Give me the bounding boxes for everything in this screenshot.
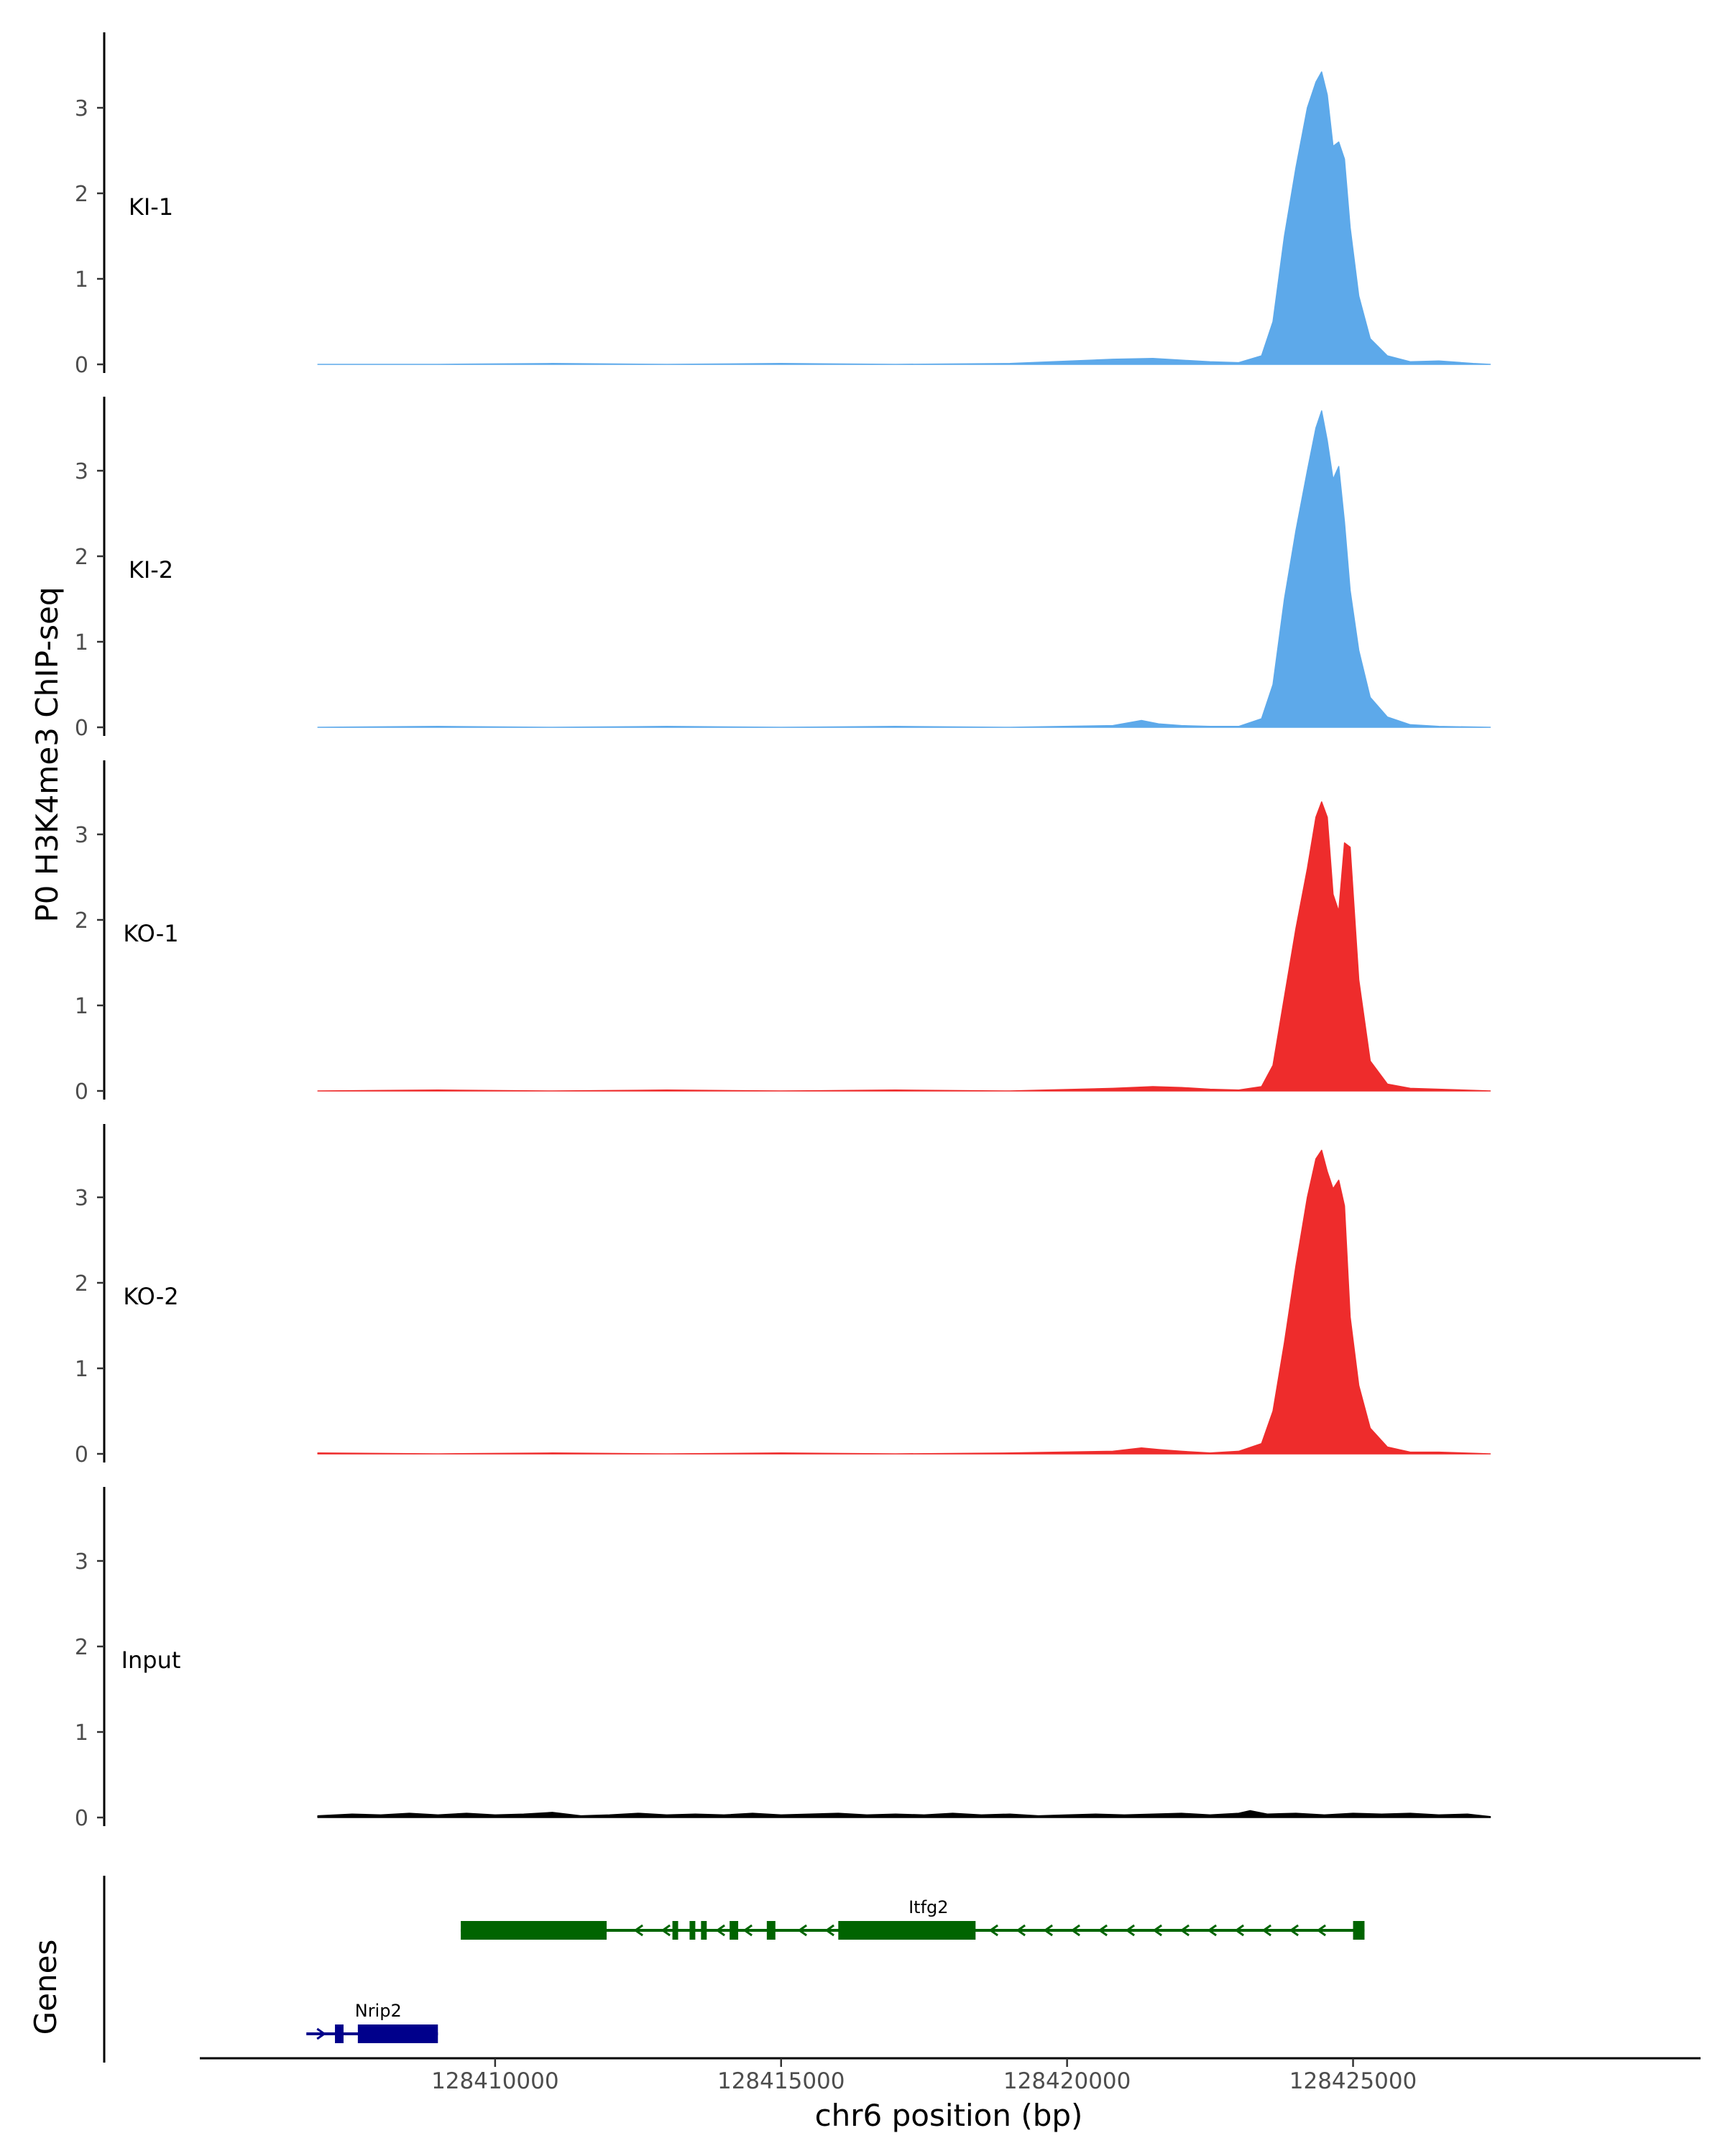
track-ko-1: 0 1 2 3 KO-1 [75, 760, 1491, 1105]
exon-block [701, 1921, 707, 1940]
strand-chevron [742, 1924, 753, 1937]
strand-chevron [1152, 1924, 1162, 1937]
exon-block [335, 2024, 344, 2043]
exon-block [461, 1921, 607, 1940]
y-tick-label: 2 [75, 1635, 88, 1660]
strand-chevron [797, 1924, 807, 1937]
y-tick-label: 3 [75, 459, 88, 484]
track-panels: 0 1 2 3 KI-1 0 1 2 3 KI-2 0 1 2 3 KO-1 0 1 2 3 KO-2 0 1 2 3 Inpu… [75, 32, 1491, 1831]
x-tick-label: 128415000 [717, 2068, 845, 2094]
gene-name-label: Nrip2 [355, 2001, 402, 2021]
track-ki-2: 0 1 2 3 KI-2 [75, 397, 1491, 741]
exon-block [838, 1921, 976, 1940]
track-ki-1: 0 1 2 3 KI-1 [75, 32, 1491, 378]
strand-chevron [1098, 1924, 1108, 1937]
x-tick-label: 128420000 [1003, 2068, 1131, 2094]
strand-chevron [1316, 1924, 1326, 1937]
y-tick-label: 3 [75, 1186, 88, 1211]
strand-chevron [316, 2027, 326, 2040]
y-tick-label: 2 [75, 182, 88, 207]
strand-chevron [1125, 1924, 1135, 1937]
strand-chevron [1261, 1924, 1271, 1937]
strand-chevron [715, 1924, 725, 1937]
exon-block [1353, 1921, 1365, 1940]
strand-chevron [633, 1924, 643, 1937]
y-tick-label: 3 [75, 1549, 88, 1575]
gene-name-label: Itfg2 [908, 1897, 948, 1917]
y-tick-label: 1 [75, 1720, 88, 1746]
strand-chevron [988, 1924, 998, 1937]
y-tick-label: 1 [75, 1357, 88, 1382]
signal-area [317, 410, 1491, 728]
strand-chevron [1289, 1924, 1299, 1937]
y-axis-title: P0 H3K4me3 ChIP-seq [29, 586, 65, 922]
signal-area [317, 1810, 1491, 1818]
track-label: KI-1 [129, 193, 173, 221]
y-tick-label: 0 [75, 353, 88, 378]
strand-chevron [1016, 1924, 1026, 1937]
genes-panel-title: Genes [28, 1940, 63, 2035]
y-tick-label: 0 [75, 1079, 88, 1105]
y-tick-label: 2 [75, 545, 88, 570]
exon-block [766, 1921, 776, 1940]
x-axis: 128410000 128415000 128420000 128425000 [200, 2057, 1701, 2094]
strand-chevron [661, 1924, 671, 1937]
exon-block [730, 1921, 739, 1940]
strand-chevron [1179, 1924, 1190, 1937]
y-tick-label: 0 [75, 1442, 88, 1468]
signal-area [317, 1149, 1491, 1455]
exon-block [672, 1921, 678, 1940]
track-ko-2: 0 1 2 3 KO-2 [75, 1124, 1491, 1468]
x-axis-title: chr6 position (bp) [815, 2098, 1083, 2133]
strand-chevron [1070, 1924, 1080, 1937]
y-tick-label: 1 [75, 267, 88, 292]
track-label: Input [121, 1646, 181, 1674]
y-tick-label: 1 [75, 630, 88, 655]
signal-area [317, 71, 1491, 365]
y-tick-label: 1 [75, 994, 88, 1019]
x-tick-label: 128410000 [431, 2068, 559, 2094]
y-tick-label: 3 [75, 96, 88, 121]
y-tick-label: 2 [75, 1271, 88, 1296]
track-input: 0 1 2 3 Input [75, 1487, 1491, 1831]
gene-nrip2: Nrip2 [306, 2001, 438, 2043]
strand-chevron [824, 1924, 834, 1937]
track-label: KI-2 [129, 556, 173, 584]
strand-chevron [1207, 1924, 1217, 1937]
exon-block [357, 2024, 438, 2043]
gene-itfg2: Itfg2 [461, 1897, 1365, 1940]
signal-area [317, 801, 1491, 1092]
exon-block [689, 1921, 696, 1940]
y-tick-label: 2 [75, 908, 88, 934]
gene-panel: Itfg2 Nrip2 [103, 1876, 1365, 2063]
y-tick-label: 0 [75, 716, 88, 741]
track-label: KO-1 [123, 920, 178, 947]
track-label: KO-2 [123, 1283, 178, 1310]
strand-chevron [1043, 1924, 1053, 1937]
y-tick-label: 3 [75, 823, 88, 848]
x-tick-label: 128425000 [1289, 2068, 1417, 2094]
strand-chevron [1234, 1924, 1244, 1937]
y-tick-label: 0 [75, 1806, 88, 1831]
